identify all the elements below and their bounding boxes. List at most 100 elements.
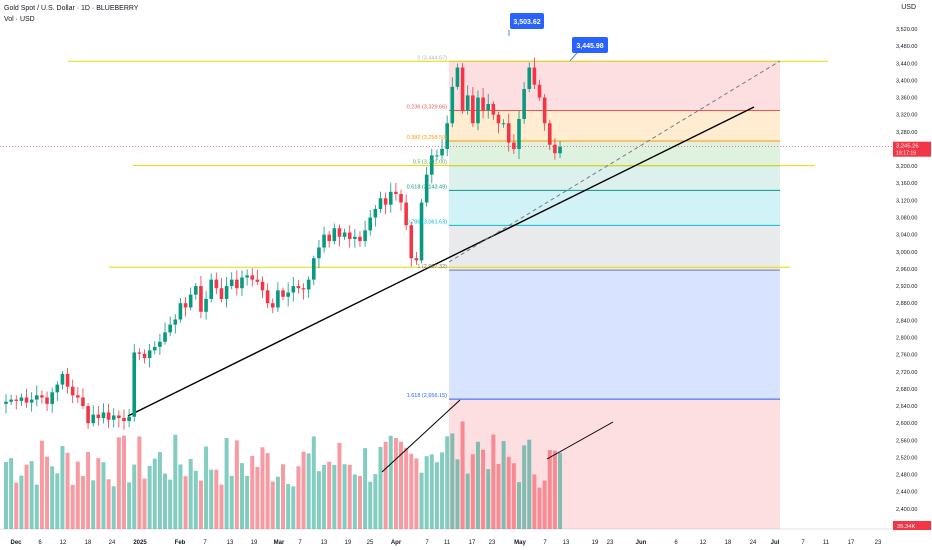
volume-bar	[496, 463, 501, 529]
volume-bar	[491, 434, 496, 529]
volume-bar	[250, 455, 255, 529]
volume-bar	[475, 441, 480, 529]
candle-body	[553, 144, 557, 154]
volume-bar	[224, 438, 229, 529]
current-price-tag	[893, 141, 931, 157]
volume-bar	[429, 454, 434, 529]
time-tick-label: 12	[60, 540, 67, 546]
candle-body	[291, 286, 296, 293]
volume-bar	[34, 484, 39, 529]
candle-body	[358, 236, 362, 242]
volume-bar	[137, 436, 142, 529]
candle-body	[388, 191, 393, 205]
time-tick-label: Mar	[274, 540, 285, 546]
fib-level-label: 1 (2,957.32)	[417, 264, 447, 270]
candle-body	[501, 123, 506, 125]
candle-body	[24, 397, 29, 403]
time-tick-label: 7	[298, 540, 302, 546]
candle-body	[101, 412, 106, 419]
volume-bar	[419, 472, 424, 529]
high-label-box	[510, 13, 544, 29]
price-tick-label: 3,400.00	[896, 78, 917, 84]
candle-body	[471, 95, 475, 124]
volume-bar	[363, 448, 368, 529]
candle-body	[55, 384, 60, 393]
volume-bar	[404, 447, 409, 529]
time-tick-label: 23	[489, 540, 496, 546]
candle-body	[188, 294, 193, 308]
candle-body	[235, 279, 239, 289]
candle-body	[537, 84, 542, 98]
candle-body	[373, 208, 378, 218]
volume-bar	[291, 486, 296, 529]
volume-bar	[19, 475, 24, 529]
candle-body	[106, 412, 111, 420]
volume-bar	[106, 479, 111, 529]
symbol-title[interactable]: Gold Spot / U.S. Dollar · 1D · BLUEBERRY	[4, 5, 139, 12]
volume-bar	[219, 484, 224, 529]
volume-bar	[337, 442, 342, 529]
candle-body	[91, 414, 96, 424]
volume-bar	[455, 459, 460, 529]
volume-bar	[558, 452, 563, 529]
candle-body	[270, 303, 275, 308]
candle-body	[409, 225, 414, 259]
volume-indicator-label[interactable]: Vol · USD	[4, 16, 35, 23]
volume-bar	[465, 473, 470, 529]
candle-body	[506, 123, 511, 143]
trendline-extension	[448, 60, 781, 263]
price-tick-label: 3,320.00	[896, 113, 917, 119]
candle-body	[435, 155, 439, 157]
time-tick-label: 18	[85, 540, 92, 546]
candle-body	[542, 97, 547, 124]
volume-bar	[142, 478, 147, 529]
volume-bar	[209, 469, 214, 529]
volume-bar	[80, 476, 85, 529]
volume-bar	[424, 456, 429, 529]
volume-bar	[9, 458, 14, 529]
volume-bar	[111, 486, 116, 529]
volume-bar	[552, 450, 557, 529]
fib-level-label: 0 (3,444.67)	[417, 55, 447, 61]
candle-body	[4, 401, 8, 404]
volume-bar	[537, 487, 542, 529]
volume-bar	[388, 435, 393, 529]
candle-body	[127, 416, 131, 422]
price-tick-label: 2,720.00	[896, 370, 917, 376]
volume-bar	[532, 474, 537, 529]
price-tick-label: 2,800.00	[896, 335, 917, 341]
candle-body	[322, 234, 326, 248]
volume-value-tag	[893, 521, 931, 530]
candle-body	[50, 392, 54, 404]
candle-body	[229, 279, 234, 287]
candle-body	[337, 228, 342, 237]
volume-bar	[296, 466, 301, 529]
time-tick-label: Jun	[636, 540, 647, 546]
price-tick-label: 2,440.00	[896, 490, 917, 496]
candle-body	[394, 191, 398, 194]
candle-body	[86, 406, 90, 424]
time-tick-label: 23	[875, 540, 882, 546]
volume-bar	[322, 464, 327, 529]
volume-bar	[342, 464, 347, 529]
volume-bar	[173, 434, 178, 529]
volume-bar	[286, 484, 291, 529]
candle-body	[476, 97, 480, 124]
fib-zone	[449, 165, 780, 191]
candle-body	[14, 399, 19, 401]
volume-bar	[234, 440, 239, 529]
time-tick-label: 23	[607, 540, 614, 546]
candle-body	[70, 386, 75, 396]
candle-body	[111, 415, 116, 420]
volume-bar	[168, 479, 173, 529]
candle-body	[424, 174, 429, 203]
candle-body	[224, 286, 229, 299]
price-tick-label: 2,880.00	[896, 301, 917, 307]
candle-body	[465, 95, 470, 111]
volume-bar	[147, 465, 152, 529]
fib-zone	[449, 110, 780, 142]
countdown-label: 19:17:19	[896, 151, 916, 157]
time-tick-label: May	[514, 540, 526, 546]
volume-bar	[378, 446, 383, 529]
